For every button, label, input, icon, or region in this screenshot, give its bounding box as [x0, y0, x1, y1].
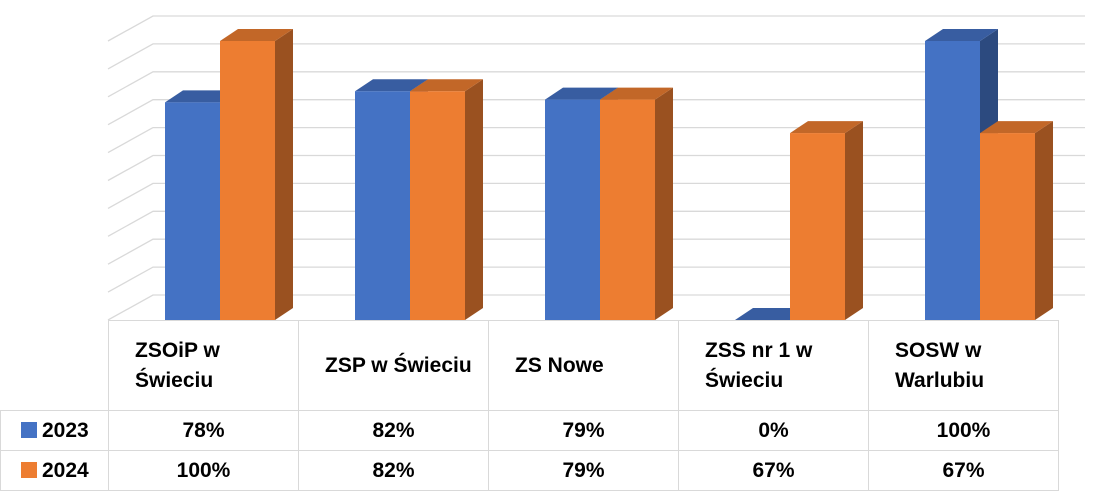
bar-top: [735, 308, 808, 320]
corner: [1, 321, 109, 411]
grid-line: [107, 71, 1085, 98]
bar-side: [655, 87, 673, 320]
bar-top: [925, 29, 998, 41]
legend-label: 2024: [42, 458, 89, 482]
legend-cell: 2024: [0, 450, 109, 491]
value-label: 82%: [298, 450, 489, 491]
legend-swatch: [21, 461, 37, 478]
bar-top: [790, 121, 863, 134]
value-label: 79%: [488, 410, 679, 451]
bar: [165, 102, 220, 320]
value-label: 67%: [868, 450, 1059, 491]
value-label: 79%: [488, 450, 679, 491]
bar-top: [410, 79, 483, 92]
value-label: 100%: [868, 410, 1059, 451]
value-label: 82%: [298, 410, 489, 451]
bar-top: [980, 121, 1053, 134]
value-label: 67%: [678, 450, 869, 491]
bar-side: [845, 121, 863, 320]
bar-side: [1035, 121, 1053, 320]
bar-top: [220, 29, 293, 41]
bar: [355, 91, 410, 320]
data-row: 2024 100% 82% 79% 67% 67%: [0, 450, 1059, 491]
bar: [980, 133, 1035, 320]
data-row: 2023 78% 82% 79% 0% 100%: [0, 410, 1059, 451]
grid-line: [107, 182, 1085, 209]
grid-line: [107, 99, 1085, 126]
bar: [925, 41, 980, 320]
value-label: 78%: [108, 410, 299, 451]
grid-line: [107, 266, 1085, 293]
grid-line: [107, 294, 1085, 320]
header-row: ZSOiP w Świeciu ZSP w Świeciu ZS Nowe ZSS n…: [1, 320, 1059, 411]
category-label: ZSOiP w Świeciu: [108, 320, 299, 411]
data-table: ZSOiP w Świeciu ZSP w Świeciu ZS Nowe ZSS n…: [0, 320, 1059, 491]
grid-line: [107, 210, 1085, 237]
bar: [220, 41, 275, 320]
bar: [545, 99, 600, 320]
bar-side: [275, 29, 293, 320]
bar-side: [465, 79, 483, 320]
value-label: 100%: [108, 450, 299, 491]
category-label: SOSW w Warlubiu: [868, 320, 1059, 411]
bar-top: [600, 87, 673, 100]
category-label: ZSP w Świeciu: [298, 320, 489, 411]
grid-line: [107, 43, 1085, 70]
legend-label: 2023: [42, 418, 89, 442]
grid-line: [107, 154, 1085, 182]
grid-line: [107, 15, 1085, 42]
category-label: ZS Nowe: [488, 320, 679, 411]
legend-swatch: [21, 421, 37, 438]
bar: [790, 133, 845, 320]
grid-line: [107, 126, 1085, 154]
grid-line: [107, 238, 1085, 265]
legend-cell: 2023: [0, 410, 109, 451]
bar: [410, 91, 465, 320]
bar-top: [165, 90, 238, 103]
bar: [600, 99, 655, 320]
bar-top: [545, 87, 618, 100]
value-label: 0%: [678, 410, 869, 451]
chart: [107, 15, 1085, 320]
bar-top: [355, 79, 428, 92]
category-label: ZSS nr 1 w Świeciu: [678, 320, 869, 411]
